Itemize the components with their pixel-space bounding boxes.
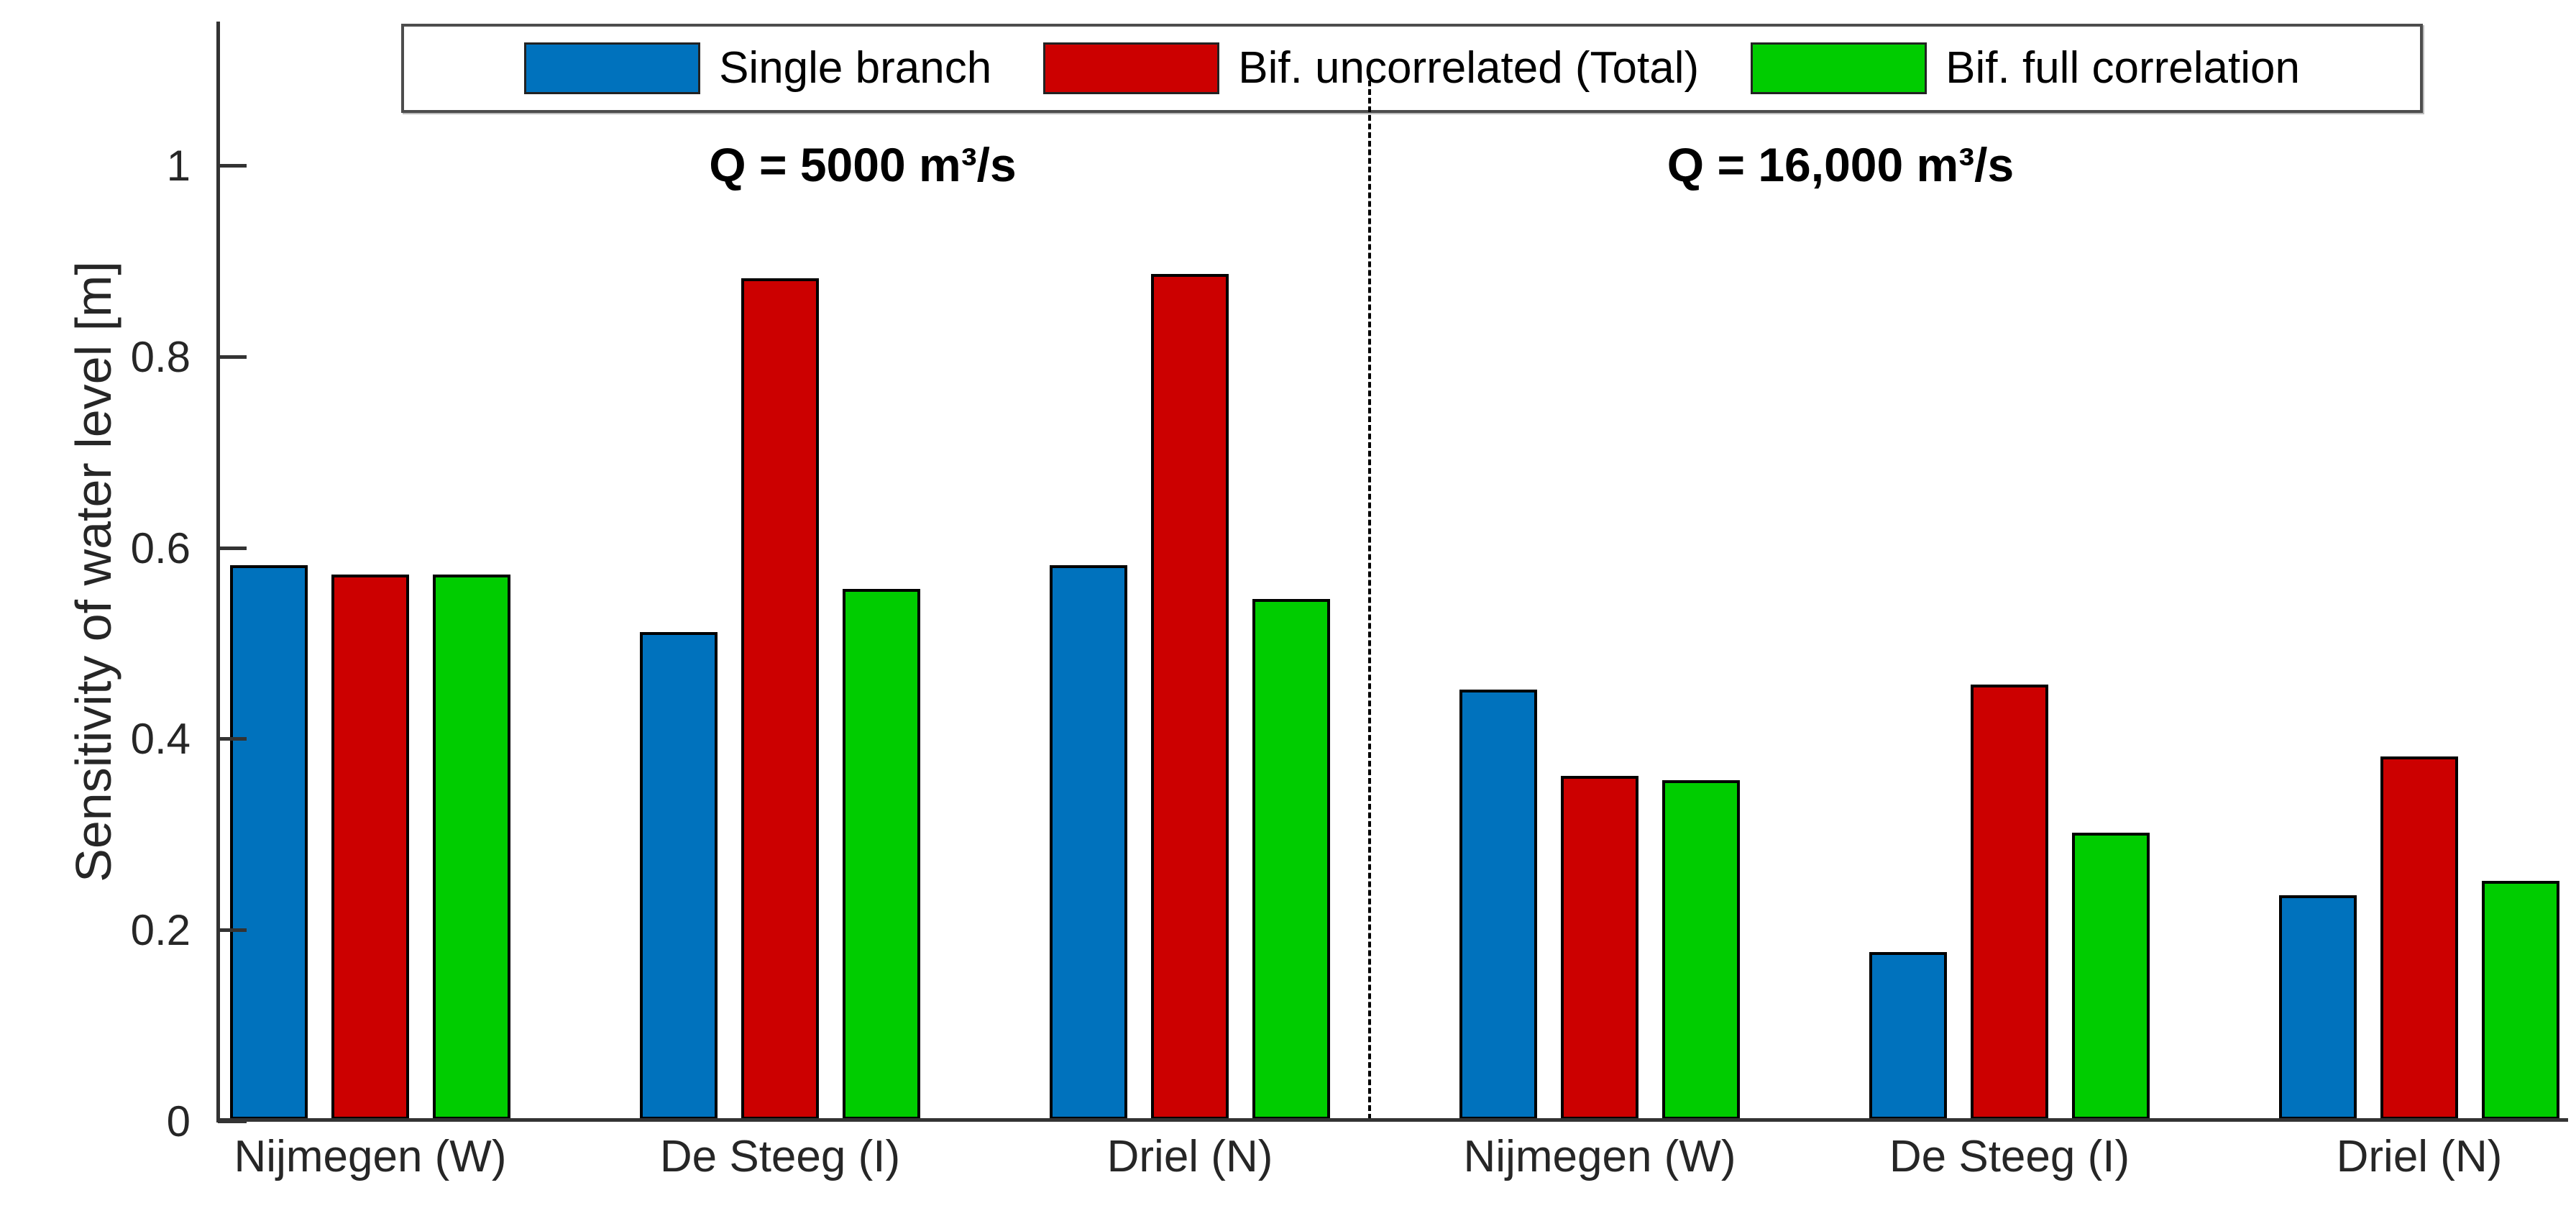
legend-label: Bif. uncorrelated (Total) <box>1238 43 1700 93</box>
x-category-label: Nijmegen (W) <box>1463 1132 1736 1181</box>
y-tick-label: 0.8 <box>130 333 191 381</box>
legend-swatch-red-icon <box>1043 42 1220 94</box>
bar <box>433 575 510 1120</box>
legend-label: Single branch <box>719 43 992 93</box>
bar <box>1561 776 1638 1120</box>
bar <box>1459 690 1537 1120</box>
y-tick-label: 0 <box>166 1097 191 1145</box>
bar <box>1869 952 1947 1120</box>
bar <box>2482 881 2559 1120</box>
y-tick <box>218 547 247 550</box>
legend-item: Bif. uncorrelated (Total) <box>1043 42 1699 94</box>
x-axis-line <box>216 1118 2568 1122</box>
bar <box>843 589 920 1120</box>
x-category-label: Driel (N) <box>1106 1132 1273 1181</box>
y-tick <box>218 1120 247 1123</box>
bar <box>331 575 409 1120</box>
bar <box>1662 780 1740 1120</box>
y-tick <box>218 928 247 932</box>
legend-item: Single branch <box>524 42 991 94</box>
legend-swatch-blue-icon <box>524 42 701 94</box>
bar <box>1971 685 2048 1120</box>
legend-item: Bif. full correlation <box>1751 42 2300 94</box>
x-category-label: Nijmegen (W) <box>234 1132 507 1181</box>
bar <box>640 632 718 1120</box>
legend-label: Bif. full correlation <box>1945 43 2300 93</box>
legend-swatch-green-icon <box>1751 42 1928 94</box>
y-axis-line <box>216 22 220 1122</box>
x-category-label: De Steeg (I) <box>1889 1132 2130 1181</box>
y-tick-label: 0.2 <box>130 906 191 954</box>
bar <box>1252 599 1330 1120</box>
group-title-q5000: Q = 5000 m³/s <box>709 138 1017 191</box>
bar <box>1151 274 1229 1120</box>
y-tick-label: 0.4 <box>130 715 191 763</box>
bar <box>230 565 308 1120</box>
y-axis-title: Sensitivity of water level [m] <box>65 261 122 882</box>
y-tick-label: 1 <box>166 142 191 190</box>
bar <box>741 278 819 1120</box>
y-tick <box>218 737 247 741</box>
y-tick <box>218 164 247 168</box>
bar <box>2072 833 2150 1120</box>
y-tick <box>218 355 247 359</box>
group-title-q16000: Q = 16,000 m³/s <box>1667 138 2014 191</box>
group-divider-dashed-line <box>1368 81 1371 1120</box>
bar <box>2380 756 2458 1120</box>
bar <box>2279 895 2357 1120</box>
y-tick-label: 0.6 <box>130 524 191 572</box>
x-category-label: De Steeg (I) <box>659 1132 901 1181</box>
x-category-label: Driel (N) <box>2336 1132 2503 1181</box>
legend: Single branch Bif. uncorrelated (Total) … <box>401 24 2423 113</box>
bar <box>1050 565 1127 1120</box>
